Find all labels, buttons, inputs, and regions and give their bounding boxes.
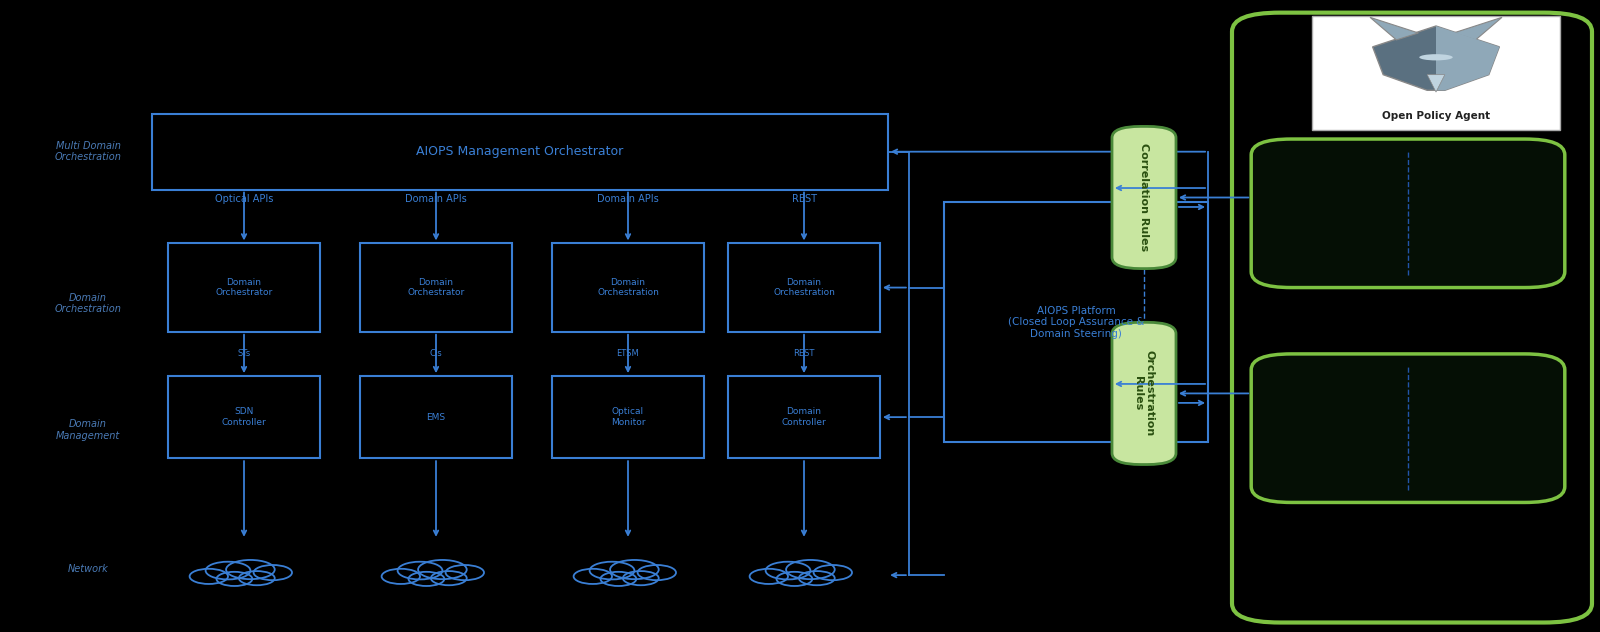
- Text: REST: REST: [794, 349, 814, 358]
- Text: Multi Domain
Orchestration: Multi Domain Orchestration: [54, 141, 122, 162]
- FancyBboxPatch shape: [1251, 354, 1565, 502]
- Text: Domain APIs: Domain APIs: [405, 194, 467, 204]
- FancyBboxPatch shape: [1112, 126, 1176, 269]
- Text: EMS: EMS: [427, 413, 445, 422]
- FancyBboxPatch shape: [1251, 139, 1565, 288]
- Text: Orchestration
Rules: Orchestration Rules: [1133, 350, 1155, 437]
- Polygon shape: [1427, 75, 1445, 92]
- Text: Domain APIs: Domain APIs: [597, 194, 659, 204]
- Text: AIOPS Management Orchestrator: AIOPS Management Orchestrator: [416, 145, 624, 158]
- Text: Open Policy Agent: Open Policy Agent: [1382, 111, 1490, 121]
- Text: Domain
Orchestration: Domain Orchestration: [597, 278, 659, 297]
- Text: CIs: CIs: [430, 349, 442, 358]
- Ellipse shape: [1419, 54, 1453, 61]
- Text: Domain
Controller: Domain Controller: [782, 408, 826, 427]
- FancyBboxPatch shape: [1312, 16, 1560, 130]
- Text: AIOPS Platform
(Closed Loop Assurance &
Domain Steering): AIOPS Platform (Closed Loop Assurance & …: [1008, 306, 1144, 339]
- Text: STs: STs: [237, 349, 251, 358]
- Text: Correlation Rules: Correlation Rules: [1139, 143, 1149, 252]
- Polygon shape: [1373, 26, 1499, 90]
- Text: Optical APIs: Optical APIs: [214, 194, 274, 204]
- Text: Domain
Orchestrator: Domain Orchestrator: [408, 278, 464, 297]
- Polygon shape: [1453, 17, 1502, 40]
- Text: SDN
Controller: SDN Controller: [222, 408, 266, 427]
- Polygon shape: [1437, 26, 1499, 90]
- Text: Network: Network: [67, 564, 109, 574]
- Polygon shape: [1370, 17, 1418, 40]
- Text: Domain
Orchestrator: Domain Orchestrator: [216, 278, 272, 297]
- Text: REST: REST: [792, 194, 816, 204]
- Text: Domain
Management: Domain Management: [56, 419, 120, 441]
- Text: Optical
Monitor: Optical Monitor: [611, 408, 645, 427]
- Text: Domain
Orchestration: Domain Orchestration: [54, 293, 122, 314]
- Text: ETSM: ETSM: [616, 349, 640, 358]
- FancyBboxPatch shape: [1112, 322, 1176, 465]
- Text: Domain
Orchestration: Domain Orchestration: [773, 278, 835, 297]
